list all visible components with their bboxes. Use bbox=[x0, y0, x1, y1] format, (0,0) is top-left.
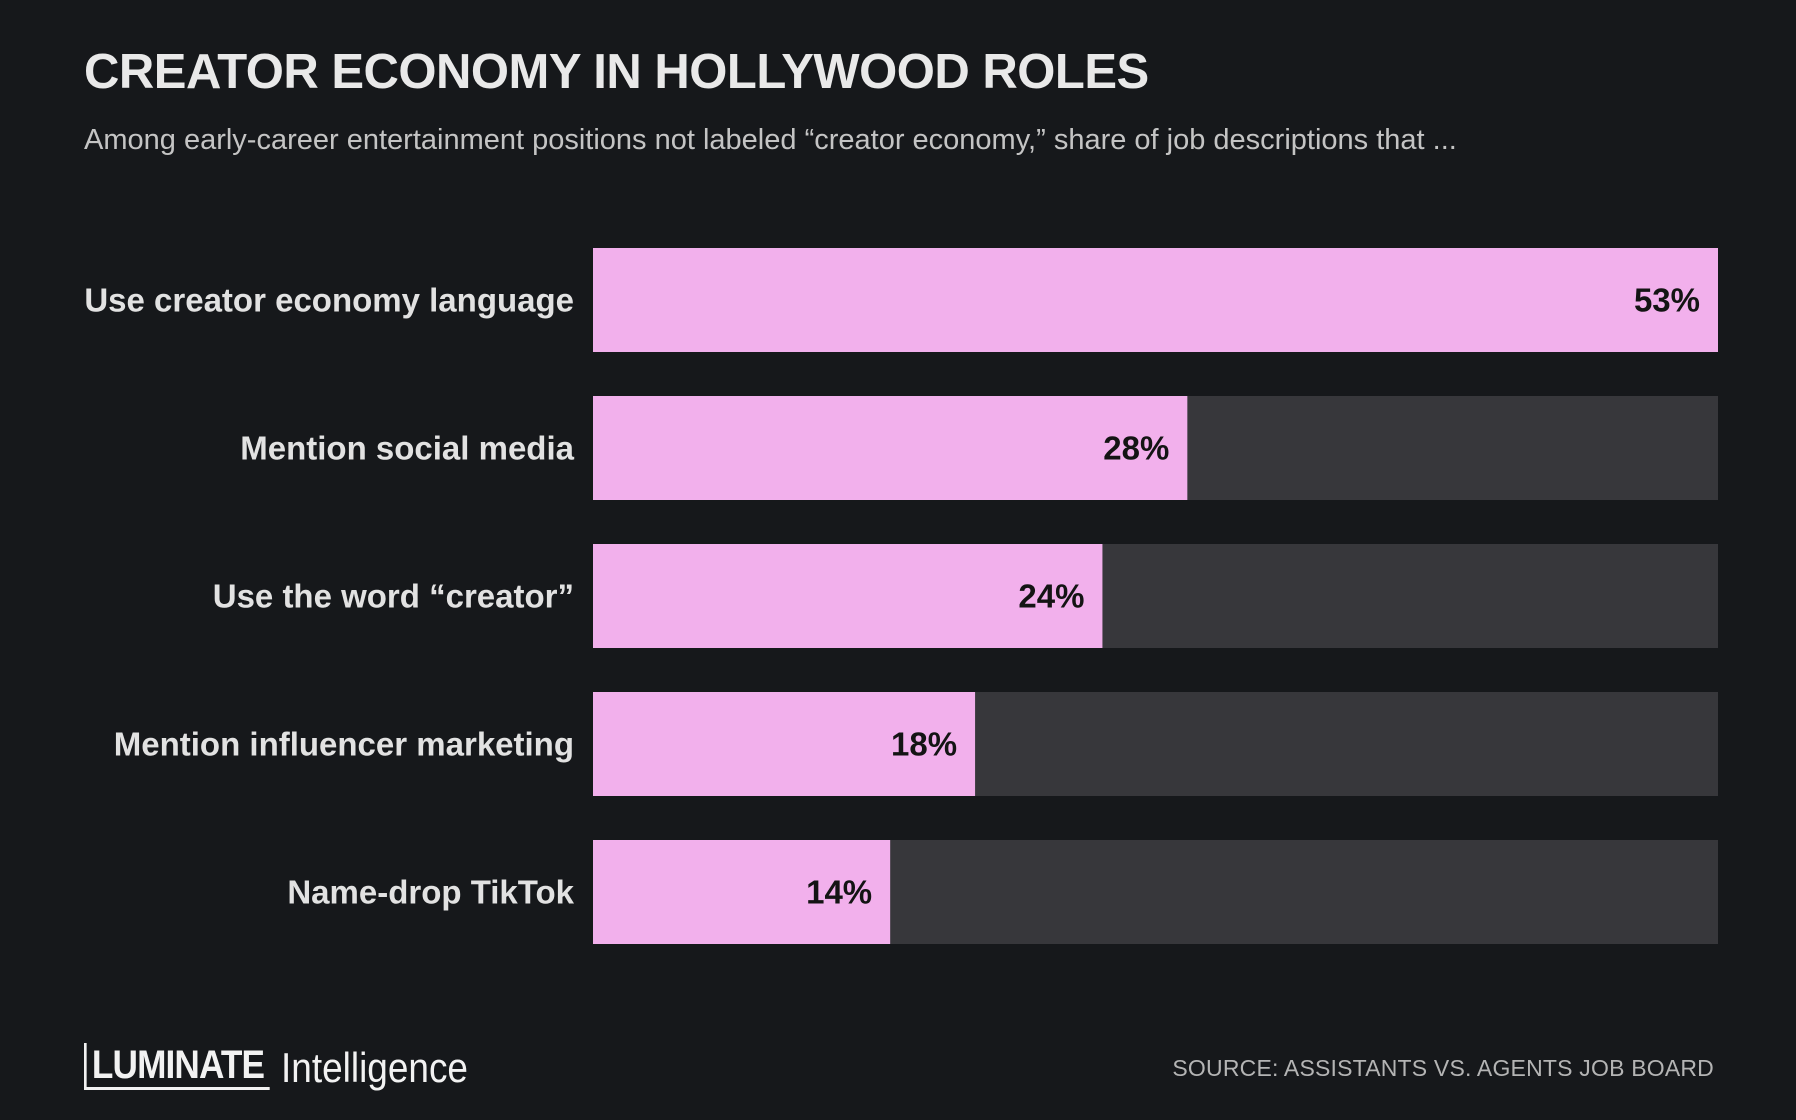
value-label: 14% bbox=[806, 874, 872, 911]
brand-name-light: Intelligence bbox=[280, 1044, 468, 1091]
category-label: Use the word “creator” bbox=[213, 578, 574, 615]
bar bbox=[593, 248, 1718, 352]
chart-subtitle: Among early-career entertainment positio… bbox=[84, 124, 1457, 156]
category-label: Name-drop TikTok bbox=[287, 874, 574, 911]
category-label: Mention social media bbox=[240, 430, 574, 467]
value-label: 53% bbox=[1634, 282, 1700, 319]
bar bbox=[593, 396, 1188, 500]
bar bbox=[593, 692, 976, 796]
bar bbox=[593, 840, 891, 944]
chart-title: CREATOR ECONOMY IN HOLLYWOOD ROLES bbox=[84, 45, 1149, 99]
source-note: SOURCE: ASSISTANTS VS. AGENTS JOB BOARD bbox=[1172, 1055, 1714, 1081]
brand-name-strong: LUMINATE bbox=[84, 1043, 270, 1090]
brand-logo: LUMINATE Intelligence bbox=[84, 1040, 493, 1090]
category-label: Use creator economy language bbox=[84, 282, 574, 319]
value-label: 24% bbox=[1018, 578, 1084, 615]
bar-chart: Use creator economy language 53% Mention s… bbox=[84, 248, 1718, 944]
value-label: 28% bbox=[1103, 430, 1169, 467]
category-label: Mention influencer marketing bbox=[114, 726, 574, 763]
value-label: 18% bbox=[891, 726, 957, 763]
bar bbox=[593, 544, 1103, 648]
